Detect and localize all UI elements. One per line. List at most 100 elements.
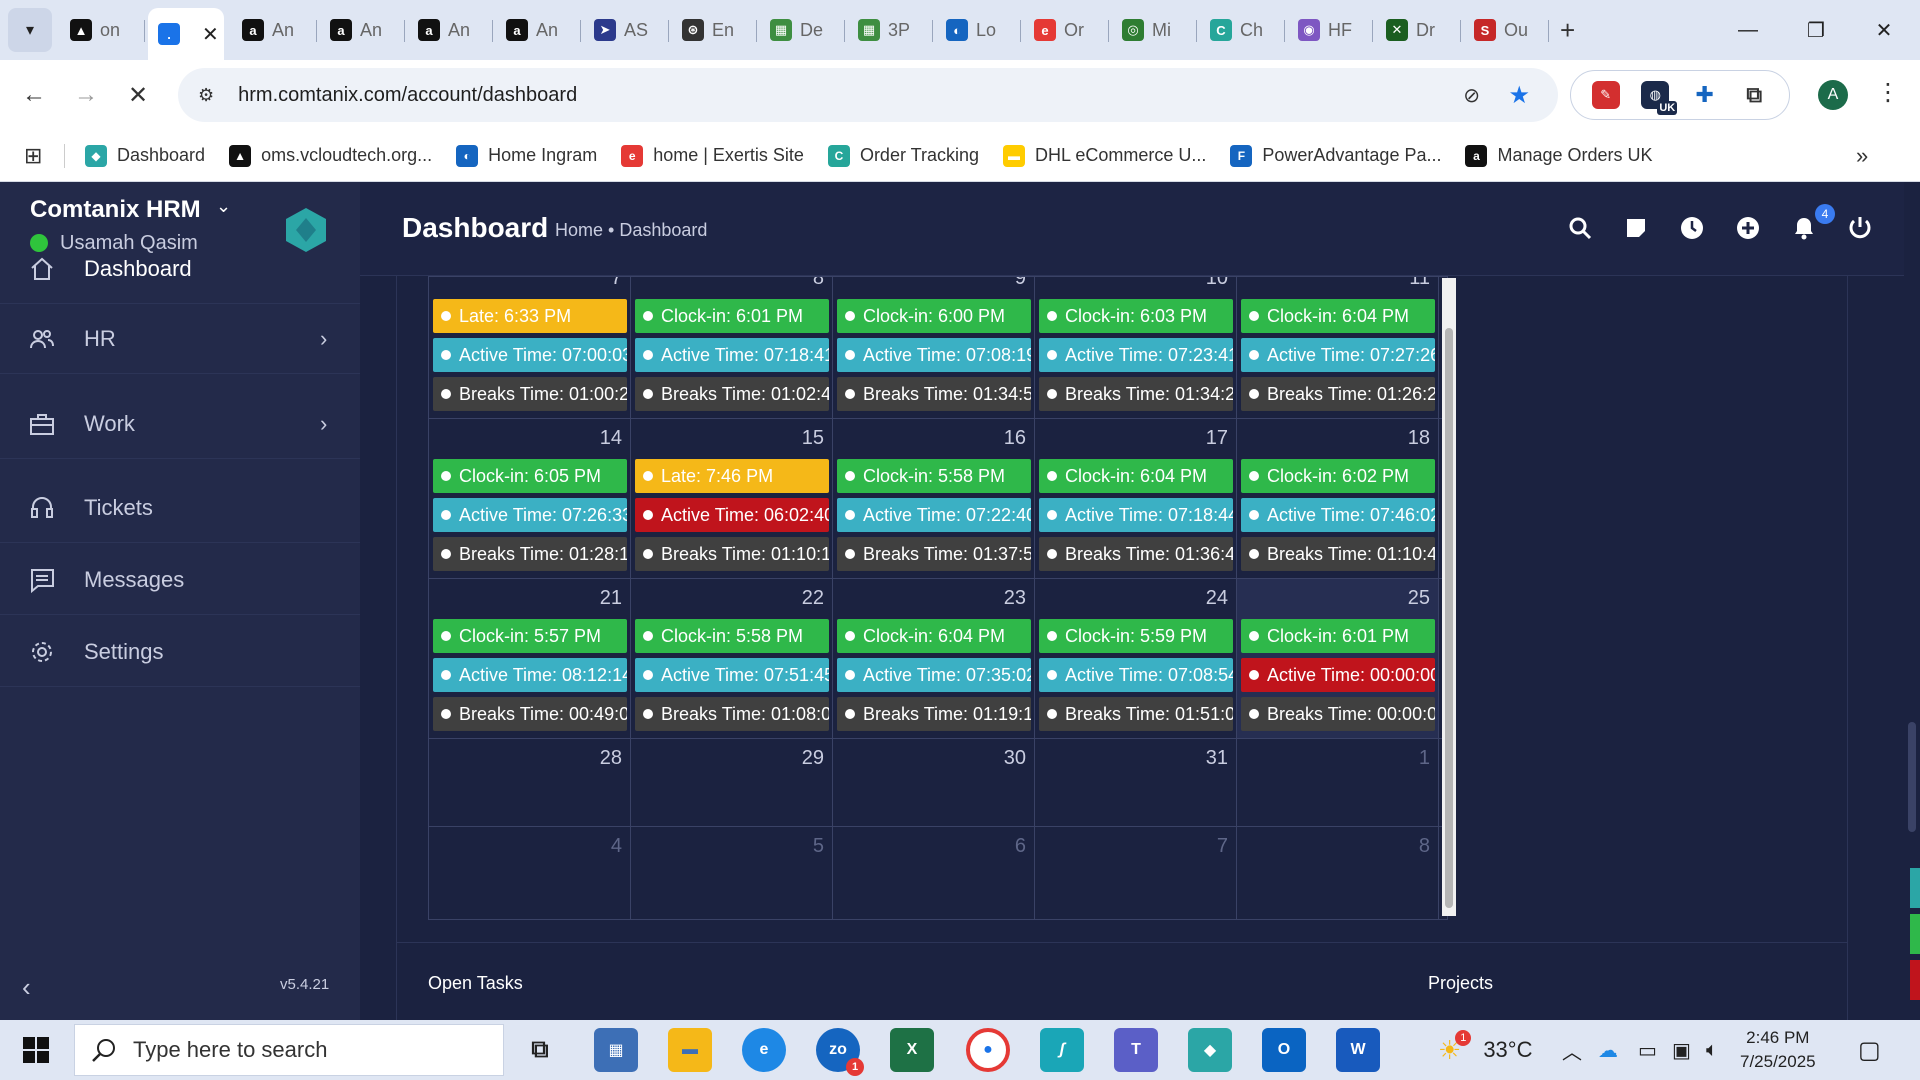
calendar-day-cell[interactable]: 16 Clock-in: 5:58 PM Active Time: 07:22:40… — [833, 419, 1035, 578]
clock-icon[interactable] — [1678, 214, 1706, 242]
attendance-event[interactable]: Active Time: 07:27:26 — [1241, 338, 1435, 372]
taskbar-search-input[interactable]: Type here to search — [74, 1024, 504, 1076]
browser-tab[interactable]: ✕ Dr — [1376, 8, 1461, 52]
calendar-day-cell[interactable]: 5 — [631, 827, 833, 919]
chevron-down-icon[interactable]: ⌄ — [216, 196, 232, 216]
attendance-event[interactable]: Active Time: 07:08:54 — [1039, 658, 1233, 692]
attendance-event[interactable]: Clock-in: 6:00 PM — [837, 299, 1031, 333]
battery-icon[interactable]: ▭ — [1638, 1039, 1657, 1062]
attendance-event[interactable]: Clock-in: 6:01 PM — [635, 299, 829, 333]
attendance-event[interactable]: Breaks Time: 01:19:11 — [837, 697, 1031, 731]
hrm-app-icon[interactable]: ◆ — [1188, 1028, 1232, 1072]
browser-tab[interactable]: S Ou — [1464, 8, 1549, 52]
attendance-event[interactable]: Breaks Time: 01:02:41 — [635, 377, 829, 411]
calculator-app-icon[interactable]: ▦ — [594, 1028, 638, 1072]
bookmark-item[interactable]: ▬ DHL eCommerce U... — [1002, 144, 1206, 167]
breadcrumb[interactable]: Home • Dashboard — [555, 220, 708, 240]
browser-tab[interactable]: ◐ Lo — [936, 8, 1021, 52]
bookmark-item[interactable]: ◆ Dashboard — [85, 144, 205, 167]
browser-tab[interactable]: ◉ HF — [1288, 8, 1373, 52]
attendance-event[interactable]: Clock-in: 6:04 PM — [1039, 459, 1233, 493]
sidebar-item-dashboard[interactable]: Dashboard — [0, 234, 360, 304]
calendar-day-cell[interactable]: 4 — [429, 827, 631, 919]
restore-button[interactable]: ❐ — [1807, 19, 1825, 42]
attendance-event[interactable]: Active Time: 07:26:33 — [433, 498, 627, 532]
bookmark-item[interactable]: a Manage Orders UK — [1465, 144, 1653, 167]
volume-icon[interactable]: 🔈︎ — [1706, 1038, 1718, 1061]
sidebar-item-tickets[interactable]: Tickets — [0, 473, 360, 543]
calendar-day-cell[interactable]: 11 Clock-in: 6:04 PM Active Time: 07:27:26… — [1237, 277, 1439, 418]
eye-off-icon[interactable]: ⊘ — [1463, 84, 1480, 107]
browser-tab[interactable]: ◎ Mi — [1112, 8, 1197, 52]
calendar-day-cell[interactable]: 30 — [833, 739, 1035, 826]
browser-tab[interactable]: ▦ De — [760, 8, 845, 52]
word-app-icon[interactable]: W — [1336, 1028, 1380, 1072]
attendance-event[interactable]: Breaks Time: 01:00:21 — [433, 377, 627, 411]
calendar-day-cell[interactable]: 31 — [1035, 739, 1237, 826]
stop-loading-button[interactable]: ✕ — [127, 81, 149, 109]
brand-name[interactable]: Comtanix HRM — [30, 196, 201, 223]
zoom-app-icon[interactable]: zo 1 — [816, 1028, 864, 1076]
minimize-button[interactable]: — — [1738, 18, 1758, 41]
calendar-day-cell[interactable]: 1 — [1237, 739, 1439, 826]
attendance-event[interactable]: Clock-in: 6:05 PM — [433, 459, 627, 493]
calendar-day-cell[interactable]: 9 Clock-in: 6:00 PM Active Time: 07:08:19 B… — [833, 277, 1035, 418]
bell-icon[interactable] — [1790, 214, 1818, 242]
apps-grid-icon[interactable]: ⊞ — [24, 142, 43, 168]
browser-tab[interactable]: ▦ 3P — [848, 8, 933, 52]
bookmark-star-icon[interactable]: ★ — [1508, 81, 1530, 109]
attendance-event[interactable]: Active Time: 00:00:00 — [1241, 658, 1435, 692]
network-icon[interactable]: ▣ — [1672, 1039, 1691, 1062]
attendance-event[interactable]: Active Time: 07:18:44 — [1039, 498, 1233, 532]
browser-tab[interactable]: a An — [320, 8, 405, 52]
calendar-day-cell[interactable]: 28 — [429, 739, 631, 826]
attendance-event[interactable]: Active Time: 07:22:40 — [837, 498, 1031, 532]
bookmark-item[interactable]: ◐ Home Ingram — [456, 144, 597, 167]
address-bar[interactable]: ⚙ hrm.comtanix.com/account/dashboard ⊘ ★ — [178, 68, 1558, 122]
sidebar-item-hr[interactable]: HR › — [0, 304, 360, 374]
pdf-extension-icon[interactable]: ✎ — [1591, 81, 1620, 109]
browser-tab[interactable]: ⊛ En — [672, 8, 757, 52]
calendar-day-cell[interactable]: 25 Clock-in: 6:01 PM Active Time: 00:00:00… — [1237, 579, 1439, 738]
attendance-event[interactable]: Active Time: 07:51:45 — [635, 658, 829, 692]
sidebar-item-settings[interactable]: Settings — [0, 617, 360, 687]
attendance-event[interactable]: Clock-in: 6:03 PM — [1039, 299, 1233, 333]
attendance-event[interactable]: Breaks Time: 01:10:13 — [635, 537, 829, 571]
tab-search-menu-button[interactable]: ▾ — [8, 8, 52, 52]
outlook-app-icon[interactable]: O — [1262, 1028, 1306, 1072]
add-circle-icon[interactable] — [1734, 214, 1762, 242]
uk-extension-icon[interactable]: ◍ UK — [1641, 81, 1678, 115]
sidebar-item-messages[interactable]: Messages — [0, 545, 360, 615]
browser-tab[interactable]: a An — [232, 8, 317, 52]
attendance-event[interactable]: Active Time: 07:08:19 — [837, 338, 1031, 372]
forward-button[interactable]: → — [74, 81, 98, 108]
calendar-day-cell[interactable]: 7 — [1035, 827, 1237, 919]
attendance-event[interactable]: Breaks Time: 01:37:57 — [837, 537, 1031, 571]
attendance-event[interactable]: Active Time: 08:12:14 — [433, 658, 627, 692]
bookmark-item[interactable]: e home | Exertis Site — [621, 144, 804, 167]
attendance-event[interactable]: Late: 7:46 PM — [635, 459, 829, 493]
tray-chevron-up-icon[interactable]: ︿ — [1562, 1041, 1582, 1064]
calendar-day-cell[interactable]: 7 Late: 6:33 PM Active Time: 07:00:03 Break… — [429, 277, 631, 418]
browser-tab[interactable]: ➤ AS — [584, 8, 669, 52]
browser-tab[interactable]: ▲ on — [60, 8, 145, 52]
browser-menu-icon[interactable]: ⋮ — [1876, 79, 1900, 106]
attendance-event[interactable]: Active Time: 07:23:41 — [1039, 338, 1233, 372]
attendance-event[interactable]: Breaks Time: 01:34:20 — [1039, 377, 1233, 411]
profile-avatar[interactable]: A — [1818, 80, 1848, 110]
attendance-event[interactable]: Active Time: 07:46:02 — [1241, 498, 1435, 532]
calendar-day-cell[interactable]: 29 — [631, 739, 833, 826]
calendar-day-cell[interactable]: 15 Late: 7:46 PM Active Time: 06:02:40 Brea… — [631, 419, 833, 578]
attendance-event[interactable]: Breaks Time: 01:51:08 — [1039, 697, 1233, 731]
edge-browser-icon[interactable]: e — [742, 1028, 786, 1072]
weather-widget[interactable]: ☀ 1 33°C — [1438, 1020, 1532, 1080]
helper-extension-icon[interactable]: ✚ — [1690, 81, 1719, 109]
calendar-day-cell[interactable]: 18 Clock-in: 6:02 PM Active Time: 07:46:02… — [1237, 419, 1439, 578]
attendance-event[interactable]: Breaks Time: 01:10:43 — [1241, 537, 1435, 571]
browser-tab[interactable]: . ✕ — [148, 8, 224, 60]
attendance-event[interactable]: Breaks Time: 01:28:10 — [433, 537, 627, 571]
calendar-day-cell[interactable]: 8 Clock-in: 6:01 PM Active Time: 07:18:41 B… — [631, 277, 833, 418]
excel-app-icon[interactable]: X — [890, 1028, 934, 1072]
windows-start-icon[interactable] — [0, 1020, 72, 1080]
page-scroll-thumb[interactable] — [1908, 722, 1916, 832]
